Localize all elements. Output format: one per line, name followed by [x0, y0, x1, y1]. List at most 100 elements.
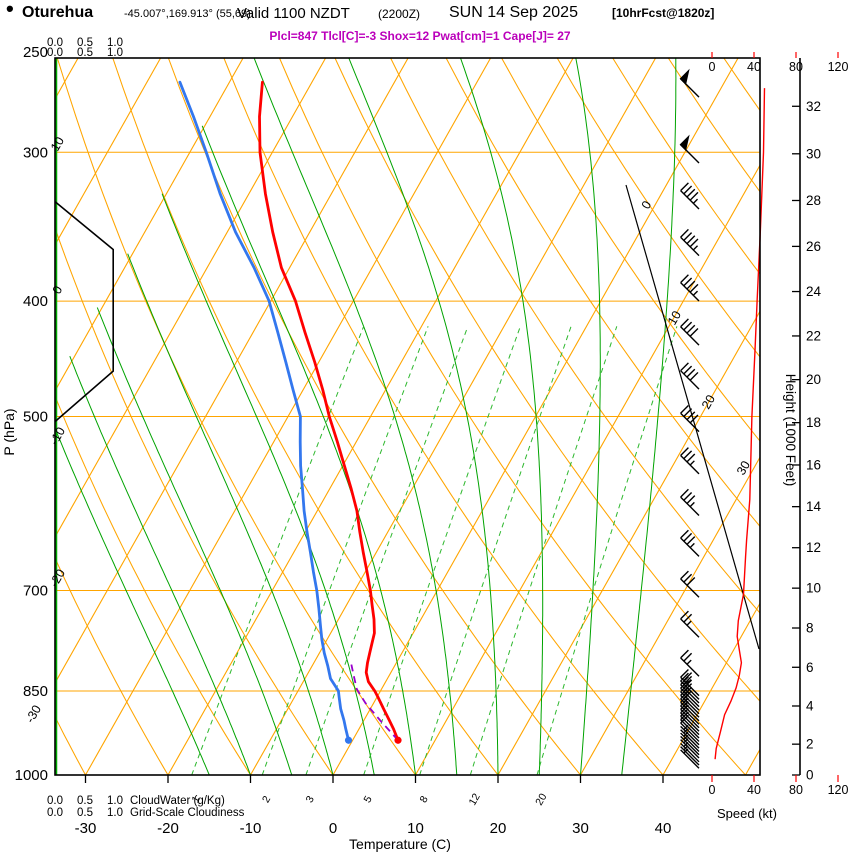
- dry-adiabat-line: [56, 58, 416, 775]
- pressure-tick-label: 850: [23, 683, 48, 700]
- cloudiness-scale-top: 0.0: [47, 47, 63, 59]
- dry-adiabat-line: [612, 58, 760, 275]
- isotherm-label-right: 30: [734, 458, 753, 477]
- isotherm-label-left: -20: [47, 567, 68, 590]
- sounding-indices: Plcl=847 Tlcl[C]=-3 Shox=12 Pwat[cm]=1 C…: [269, 29, 571, 43]
- valid-date: SUN 14 Sep 2025: [449, 4, 578, 21]
- mixing-ratio-line: [191, 326, 365, 775]
- sounding-curves: [178, 80, 402, 744]
- isotherm-line: [662, 602, 760, 775]
- mixing-ratio-line: [469, 326, 618, 775]
- isotherm-line: [167, 58, 574, 775]
- mixing-ratio-label: 12: [467, 791, 483, 807]
- wind-barb: [680, 724, 700, 746]
- temperature-tick-label: 10: [407, 820, 424, 837]
- cloudwater-scale-top: 1.0: [107, 37, 123, 49]
- cloudiness-scale-top: 0.5: [77, 47, 93, 59]
- isotherm-line: [580, 456, 760, 775]
- wind-barb: [680, 318, 700, 346]
- moist-adiabat-line: [161, 193, 375, 775]
- dry-adiabat-line: [55, 226, 334, 775]
- temperature-tick-label: 20: [490, 820, 507, 837]
- height-tick-label: 4: [806, 698, 814, 713]
- wind-barb: [680, 741, 700, 763]
- cloudwater-scale-top: 0.0: [47, 37, 63, 49]
- isotherm-label-left: 0: [50, 283, 66, 296]
- forecast-reference: [10hrFcst@1820z]: [612, 6, 715, 20]
- temperature-tick-label: -10: [240, 820, 262, 837]
- height-tick-label: 10: [806, 581, 821, 596]
- cloudiness-axis-title: Grid-Scale Cloudiness: [130, 807, 245, 819]
- cloudiness-profile: [54, 200, 114, 423]
- height-tick-label: 22: [806, 328, 821, 343]
- pressure-tick-label: 300: [23, 144, 48, 161]
- height-tick-label: 2: [806, 737, 814, 752]
- isotherm-line: [55, 58, 162, 247]
- height-tick-label: 14: [806, 499, 822, 514]
- mixing-ratio-label: 1: [189, 794, 202, 805]
- height-tick-label: 26: [806, 239, 821, 254]
- wind-barb: [680, 649, 700, 677]
- cloudiness-scale-bottom: 0.0: [47, 807, 63, 819]
- pressure-tick-label: 700: [23, 583, 48, 600]
- cloudwater-scale-bottom: 1.0: [107, 795, 123, 807]
- isotherm-label-left: -30: [23, 703, 44, 726]
- wind-barb: [680, 610, 700, 638]
- wind-barb: [679, 68, 700, 98]
- temperature-tick-label: 40: [655, 820, 672, 837]
- temperature-curve: [258, 80, 400, 742]
- wind-barb: [680, 488, 700, 516]
- height-tick-label: 0: [806, 768, 814, 783]
- isotherm-label-left: -10: [47, 425, 68, 448]
- speed-tick-label-top: 80: [789, 60, 803, 74]
- moist-adiabat-line: [201, 125, 416, 775]
- height-tick-label: 20: [806, 372, 821, 387]
- height-tick-label: 12: [806, 540, 821, 555]
- station-bullet: •: [6, 0, 14, 21]
- speed-axis-title: Speed (kt): [717, 806, 777, 821]
- cloudwater-scale-top: 0.5: [77, 37, 93, 49]
- station-coords: -45.007°,169.913° (55,69): [124, 8, 251, 20]
- temperature-tick-label: 30: [572, 820, 589, 837]
- height-tick-label: 24: [806, 284, 822, 299]
- valid-utc: (2200Z): [378, 7, 421, 21]
- dewpoint-curve: [178, 80, 350, 742]
- wind-barb: [680, 748, 700, 769]
- cloudiness-scale-bottom: 0.5: [77, 807, 93, 819]
- wind-barb: [680, 731, 700, 752]
- moist-adiabat-line: [621, 58, 677, 775]
- isotherm-line: [415, 164, 760, 775]
- speed-tick-label-bottom: 120: [828, 783, 849, 797]
- diagonal-reference-line: [625, 184, 760, 650]
- dry-adiabat-line: [445, 58, 760, 528]
- pressure-tick-label: 1000: [15, 767, 48, 784]
- dry-adiabat-line: [501, 58, 760, 442]
- speed-tick-label-bottom: 80: [789, 783, 803, 797]
- wind-barb: [680, 404, 700, 433]
- wind-barb: [679, 134, 700, 164]
- isotherm-line: [55, 58, 327, 539]
- height-tick-label: 8: [806, 621, 814, 636]
- moist-adiabat-line: [96, 307, 293, 775]
- dry-adiabat-line: [112, 58, 499, 775]
- mixing-ratio-label: 20: [533, 791, 549, 807]
- dry-adiabat-line: [556, 58, 760, 358]
- dry-adiabat-line: [55, 556, 169, 775]
- height-tick-label: 6: [806, 660, 814, 675]
- station-name: Oturehua: [22, 4, 94, 21]
- speed-tick-label-top: 120: [828, 60, 849, 74]
- wind-barb: [680, 570, 700, 598]
- wind-barb: [680, 734, 700, 756]
- height-tick-label: 28: [806, 193, 821, 208]
- mixing-ratio-label: 2: [260, 794, 273, 805]
- plot-border: [54, 57, 761, 776]
- moist-adiabat-line: [460, 58, 544, 775]
- speed-tick-label-bottom: 0: [709, 783, 716, 797]
- isotherm-line: [55, 58, 244, 393]
- height-tick-label: 32: [806, 99, 821, 114]
- pressure-tick-label: 400: [23, 293, 48, 310]
- mixing-ratio-label: 8: [417, 794, 430, 805]
- wind-speed-curve: [714, 88, 766, 760]
